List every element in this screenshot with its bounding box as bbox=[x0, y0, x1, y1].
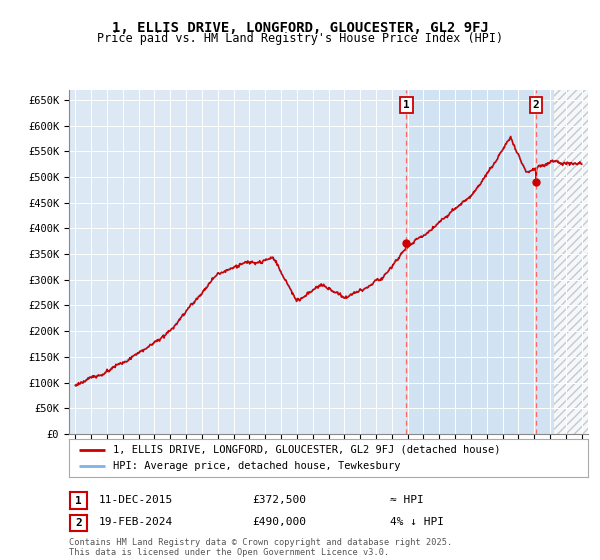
Text: 19-FEB-2024: 19-FEB-2024 bbox=[99, 517, 173, 527]
Text: 2: 2 bbox=[75, 518, 82, 528]
Bar bbox=[406, 90, 554, 434]
Text: 1: 1 bbox=[75, 496, 82, 506]
Text: 4% ↓ HPI: 4% ↓ HPI bbox=[390, 517, 444, 527]
Text: 1: 1 bbox=[403, 100, 410, 110]
Text: Contains HM Land Registry data © Crown copyright and database right 2025.
This d: Contains HM Land Registry data © Crown c… bbox=[69, 538, 452, 557]
Text: 1, ELLIS DRIVE, LONGFORD, GLOUCESTER, GL2 9FJ: 1, ELLIS DRIVE, LONGFORD, GLOUCESTER, GL… bbox=[112, 21, 488, 35]
Text: £490,000: £490,000 bbox=[252, 517, 306, 527]
Text: 2: 2 bbox=[533, 100, 539, 110]
Text: £372,500: £372,500 bbox=[252, 494, 306, 505]
Text: ≈ HPI: ≈ HPI bbox=[390, 494, 424, 505]
Text: 11-DEC-2015: 11-DEC-2015 bbox=[99, 494, 173, 505]
Text: 1, ELLIS DRIVE, LONGFORD, GLOUCESTER, GL2 9FJ (detached house): 1, ELLIS DRIVE, LONGFORD, GLOUCESTER, GL… bbox=[113, 445, 500, 455]
Text: HPI: Average price, detached house, Tewkesbury: HPI: Average price, detached house, Tewk… bbox=[113, 461, 401, 472]
Text: Price paid vs. HM Land Registry's House Price Index (HPI): Price paid vs. HM Land Registry's House … bbox=[97, 32, 503, 45]
Bar bbox=[554, 90, 588, 434]
